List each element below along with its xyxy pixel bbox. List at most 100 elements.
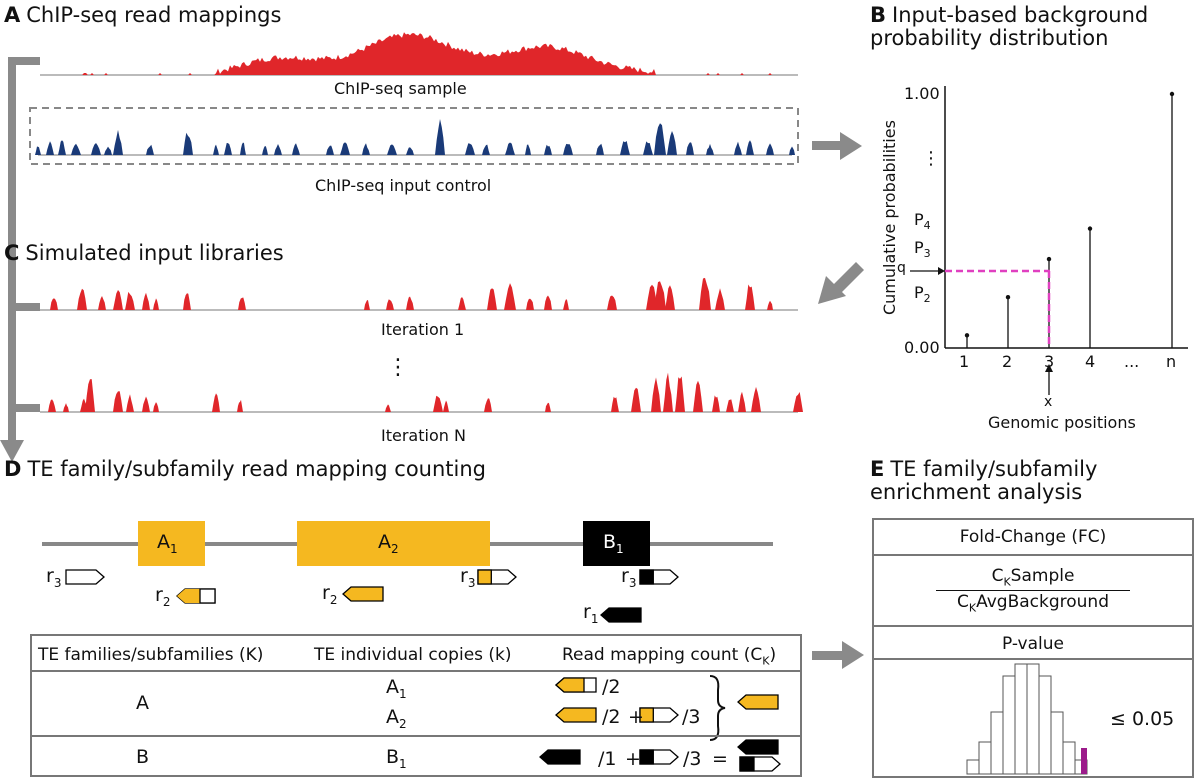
coverage-peak bbox=[126, 394, 134, 412]
element-a2-box bbox=[297, 521, 490, 566]
read-r2-label-a1: r2 bbox=[155, 584, 171, 609]
coverage-peak bbox=[504, 283, 516, 310]
coverage-peak bbox=[526, 298, 534, 310]
row-a-copy-1: A1 bbox=[386, 676, 407, 701]
coverage-peak bbox=[58, 140, 66, 155]
arrow-a-to-b bbox=[812, 132, 862, 160]
coverage-peak bbox=[665, 285, 675, 310]
coverage-peak bbox=[545, 402, 551, 412]
coverage-peak bbox=[726, 399, 734, 412]
coverage-peak bbox=[274, 144, 282, 155]
coverage-peak bbox=[746, 140, 754, 155]
coverage-peak bbox=[544, 295, 552, 310]
ytick-bottom: 0.00 bbox=[904, 338, 940, 357]
coverage-peak bbox=[699, 277, 711, 310]
coverage-peak bbox=[262, 145, 268, 155]
coverage-peak bbox=[631, 387, 641, 412]
xtick-3: 3 bbox=[1044, 352, 1055, 371]
xtick-4: 4 bbox=[1085, 352, 1096, 371]
coverage-peak bbox=[85, 379, 95, 412]
pvalue-histogram bbox=[966, 663, 1088, 775]
input-label: ChIP-seq input control bbox=[315, 176, 492, 195]
coverage-peak bbox=[654, 123, 666, 155]
element-b1-box bbox=[583, 521, 650, 566]
probability-point bbox=[1005, 295, 1011, 300]
fc-header: Fold-Change (FC) bbox=[959, 527, 1107, 547]
coverage-peak bbox=[364, 300, 370, 310]
coverage-peak bbox=[643, 141, 653, 155]
read-shape bbox=[65, 569, 105, 585]
row-b-family: B bbox=[136, 746, 150, 768]
coverage-peak bbox=[46, 141, 54, 155]
coverage-peak bbox=[734, 141, 742, 155]
probability-point bbox=[964, 333, 970, 338]
iteration-1-track bbox=[40, 277, 798, 311]
coverage-peak bbox=[292, 143, 300, 155]
coverage-peak bbox=[651, 377, 661, 412]
table-header-count: Read mapping count (CK) bbox=[562, 645, 777, 668]
fc-numerator: CKSample bbox=[991, 566, 1075, 589]
fraction-bar bbox=[936, 590, 1130, 591]
histogram-bar bbox=[1062, 741, 1076, 775]
row-b-count-2: /3 bbox=[683, 748, 702, 770]
read-shape bbox=[600, 607, 642, 623]
read-fill bbox=[477, 569, 492, 585]
coverage-peak bbox=[212, 393, 220, 412]
enrichment-box: Fold-Change (FC) CKSample CKAvgBackgroun… bbox=[872, 518, 1194, 778]
xtick-1: 1 bbox=[959, 352, 970, 371]
row-b-plus: + bbox=[625, 748, 641, 770]
row-a-count-2: /2 bbox=[602, 706, 621, 728]
coverage-peak bbox=[563, 299, 569, 310]
coverage-peak bbox=[596, 143, 604, 155]
read-fill bbox=[639, 707, 654, 723]
coverage-peak bbox=[213, 144, 219, 155]
read-fill bbox=[739, 756, 755, 772]
coverage-peak bbox=[686, 142, 694, 155]
coverage-peak bbox=[406, 296, 414, 310]
read-shape bbox=[737, 739, 779, 755]
read-glyphs bbox=[65, 569, 781, 772]
read-shape bbox=[342, 586, 384, 602]
coverage-peak bbox=[113, 391, 123, 412]
chip-sample-track bbox=[40, 32, 798, 76]
coverage-peak bbox=[667, 131, 677, 155]
row-a-copy-2: A2 bbox=[386, 706, 407, 731]
coverage-peak bbox=[767, 300, 773, 310]
xtick-n: n bbox=[1166, 352, 1177, 371]
xtick-ellipsis: ... bbox=[1124, 352, 1140, 371]
coverage-peak bbox=[712, 395, 720, 412]
coverage-peak bbox=[183, 293, 191, 310]
x-axis-label: Genomic positions bbox=[988, 413, 1136, 432]
row-a-count-3: /3 bbox=[682, 706, 701, 728]
panel-c-title: C Simulated input libraries bbox=[4, 241, 284, 265]
coverage-peak bbox=[435, 119, 445, 155]
element-a2-label: A2 bbox=[378, 531, 399, 556]
table-header-divider bbox=[32, 670, 800, 672]
coverage-peak bbox=[35, 146, 41, 155]
iteration-n-track bbox=[40, 372, 803, 413]
pval-divider-bottom bbox=[874, 658, 1192, 660]
row-a-count-1: /2 bbox=[602, 676, 621, 698]
brace bbox=[709, 675, 726, 741]
p2-label: P2 bbox=[914, 283, 931, 306]
coverage-peak bbox=[484, 398, 492, 412]
arrow-d-to-e bbox=[812, 641, 864, 669]
element-a1-box bbox=[138, 521, 205, 566]
read-shape bbox=[199, 588, 216, 604]
coverage-peak bbox=[77, 288, 87, 310]
coverage-peak bbox=[326, 145, 334, 155]
panel-b-title: B Input-based background probability dist… bbox=[870, 3, 1149, 50]
ytick-dots: ⋮ bbox=[922, 148, 940, 169]
read-r3-label-b1: r3 bbox=[621, 565, 637, 590]
input-peaks bbox=[35, 119, 795, 155]
table-header-families: TE families/subfamilies (K) bbox=[38, 645, 264, 665]
probability-point bbox=[1169, 91, 1175, 97]
y-axis-label: Cumulative probabilities bbox=[880, 120, 899, 315]
coverage-peak bbox=[706, 143, 714, 155]
xtick-2: 2 bbox=[1002, 352, 1013, 371]
read-r2-label-a2: r2 bbox=[322, 582, 338, 607]
probability-stems bbox=[964, 91, 1175, 348]
table-row-divider bbox=[32, 735, 800, 737]
coverage-peak bbox=[663, 372, 673, 412]
panel-a-title: A ChIP-seq read mappings bbox=[4, 3, 282, 27]
